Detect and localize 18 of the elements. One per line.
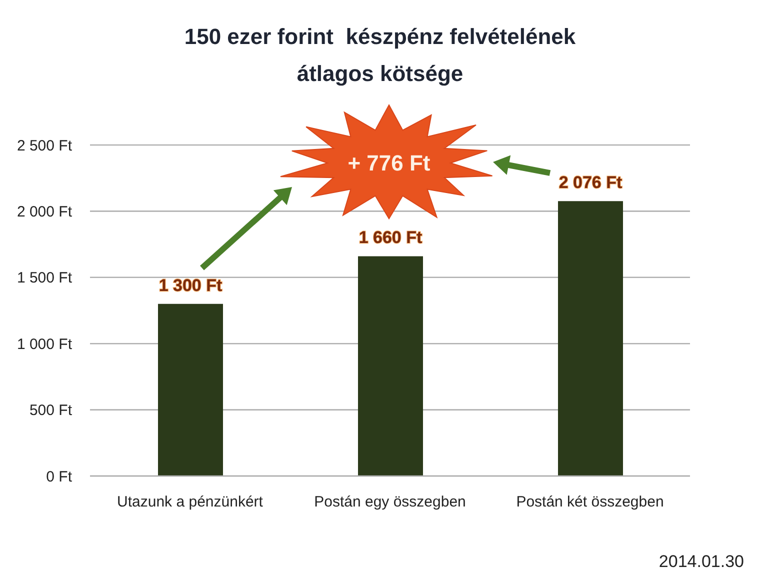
- y-tick-label: 2 000 Ft: [16, 204, 73, 221]
- y-tick-label: 500 Ft: [29, 402, 73, 420]
- text: 2014.01.30: [658, 552, 744, 572]
- data-label: 1 300 Ft: [158, 276, 222, 295]
- data-label: 1 660 Ft: [358, 228, 422, 248]
- y-tick-label: 1 000 Ft: [16, 336, 73, 353]
- y-tick-label: 0 Ft: [46, 468, 73, 486]
- bar: [558, 201, 623, 476]
- bar: [158, 304, 223, 476]
- bar: [358, 256, 423, 476]
- data-label: 2 076 Ft: [558, 173, 622, 192]
- x-tick-label: Postán két összegben: [516, 494, 664, 511]
- chart-title: 150 ezer forint készpénz felvételének átlagos kötsége: [183, 23, 577, 88]
- x-tick-label: Postán egy összegben: [314, 494, 466, 511]
- y-tick-label: 2 500 Ft: [16, 137, 73, 154]
- annotation: + 776 Ft: [348, 150, 431, 176]
- x-tick-label: Utazunk a pénzünkért: [117, 494, 264, 511]
- y-tick-label: 1 500 Ft: [16, 270, 73, 287]
